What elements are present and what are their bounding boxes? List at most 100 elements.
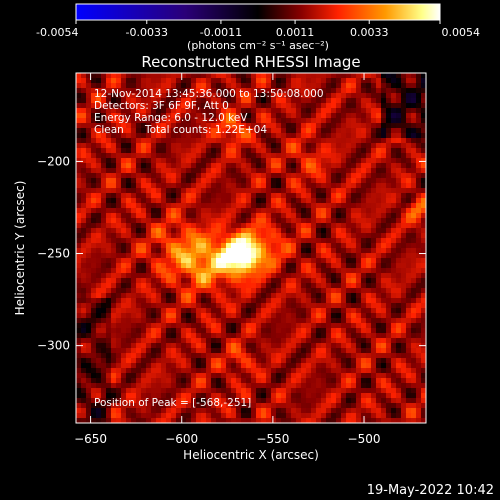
- heatmap-cell: [301, 373, 307, 379]
- heatmap-cell: [241, 273, 247, 279]
- heatmap-cell: [161, 398, 167, 404]
- heatmap-cell: [131, 368, 137, 374]
- heatmap-cell: [241, 88, 247, 94]
- heatmap-cell: [291, 73, 297, 79]
- heatmap-cell: [196, 268, 202, 274]
- heatmap-cell: [311, 168, 317, 174]
- heatmap-cell: [151, 418, 157, 424]
- heatmap-cell: [371, 278, 377, 284]
- heatmap-cell: [356, 263, 362, 269]
- heatmap-cell: [191, 178, 197, 184]
- heatmap-cell: [166, 328, 172, 334]
- heatmap-cell: [146, 153, 152, 159]
- heatmap-cell: [306, 138, 312, 144]
- heatmap-cell: [416, 273, 422, 279]
- heatmap-cell: [401, 88, 407, 94]
- heatmap-cell: [191, 333, 197, 339]
- heatmap-cell: [91, 273, 97, 279]
- heatmap-cell: [156, 403, 162, 409]
- heatmap-cell: [141, 358, 147, 364]
- heatmap-cell: [156, 298, 162, 304]
- heatmap-cell: [171, 308, 177, 314]
- heatmap-cell: [326, 263, 332, 269]
- heatmap-cell: [366, 323, 372, 329]
- heatmap-cell: [246, 158, 252, 164]
- heatmap-cell: [166, 223, 172, 229]
- heatmap-cell: [196, 168, 202, 174]
- heatmap-cell: [81, 78, 87, 84]
- heatmap-cell: [376, 88, 382, 94]
- heatmap-cell: [201, 408, 207, 414]
- heatmap-cell: [131, 268, 137, 274]
- heatmap-cell: [386, 283, 392, 289]
- heatmap-cell: [346, 343, 352, 349]
- heatmap-cell: [191, 183, 197, 189]
- heatmap-cell: [421, 383, 427, 389]
- heatmap-cell: [351, 343, 357, 349]
- heatmap-cell: [421, 98, 427, 104]
- heatmap-cell: [231, 113, 237, 119]
- heatmap-cell: [406, 353, 412, 359]
- heatmap-cell: [196, 113, 202, 119]
- heatmap-cell: [396, 238, 402, 244]
- heatmap-cell: [251, 198, 257, 204]
- heatmap-cell: [216, 158, 222, 164]
- heatmap-cell: [331, 113, 337, 119]
- heatmap-cell: [301, 173, 307, 179]
- heatmap-cell: [246, 268, 252, 274]
- heatmap-cell: [416, 363, 422, 369]
- heatmap-cell: [386, 168, 392, 174]
- heatmap-cell: [221, 233, 227, 239]
- heatmap-cell: [346, 248, 352, 254]
- heatmap-cell: [116, 88, 122, 94]
- heatmap-cell: [281, 418, 287, 424]
- heatmap-cell: [211, 93, 217, 99]
- heatmap-cell: [331, 268, 337, 274]
- heatmap-cell: [201, 228, 207, 234]
- heatmap-cell: [231, 243, 237, 249]
- heatmap-cell: [351, 338, 357, 344]
- heatmap-cell: [346, 288, 352, 294]
- heatmap-cell: [166, 363, 172, 369]
- heatmap-cell: [346, 73, 352, 79]
- heatmap-cell: [196, 103, 202, 109]
- heatmap-cell: [96, 323, 102, 329]
- heatmap-cell: [96, 363, 102, 369]
- heatmap-cell: [361, 268, 367, 274]
- heatmap-cell: [156, 338, 162, 344]
- heatmap-cell: [146, 258, 152, 264]
- heatmap-cell: [76, 238, 82, 244]
- heatmap-cell: [171, 233, 177, 239]
- heatmap-cell: [301, 323, 307, 329]
- heatmap-cell: [331, 183, 337, 189]
- heatmap-cell: [401, 368, 407, 374]
- heatmap-cell: [306, 148, 312, 154]
- heatmap-cell: [206, 118, 212, 124]
- heatmap-cell: [376, 138, 382, 144]
- heatmap-cell: [321, 138, 327, 144]
- heatmap-cell: [296, 328, 302, 334]
- heatmap-cell: [296, 378, 302, 384]
- heatmap-cell: [216, 393, 222, 399]
- heatmap-cell: [151, 243, 157, 249]
- heatmap-cell: [201, 223, 207, 229]
- heatmap-cell: [171, 138, 177, 144]
- heatmap-cell: [256, 203, 262, 209]
- heatmap-cell: [276, 198, 282, 204]
- heatmap-cell: [421, 123, 427, 129]
- heatmap-cell: [86, 88, 92, 94]
- heatmap-cell: [276, 303, 282, 309]
- heatmap-cell: [391, 258, 397, 264]
- heatmap-cell: [401, 183, 407, 189]
- heatmap-cell: [171, 243, 177, 249]
- heatmap-cell: [201, 233, 207, 239]
- heatmap-cell: [226, 408, 232, 414]
- heatmap-cell: [281, 408, 287, 414]
- heatmap-cell: [211, 73, 217, 79]
- heatmap-cell: [306, 318, 312, 324]
- heatmap-cell: [406, 338, 412, 344]
- heatmap-cell: [291, 273, 297, 279]
- heatmap-cell: [166, 273, 172, 279]
- heatmap-cell: [301, 123, 307, 129]
- heatmap-cell: [136, 308, 142, 314]
